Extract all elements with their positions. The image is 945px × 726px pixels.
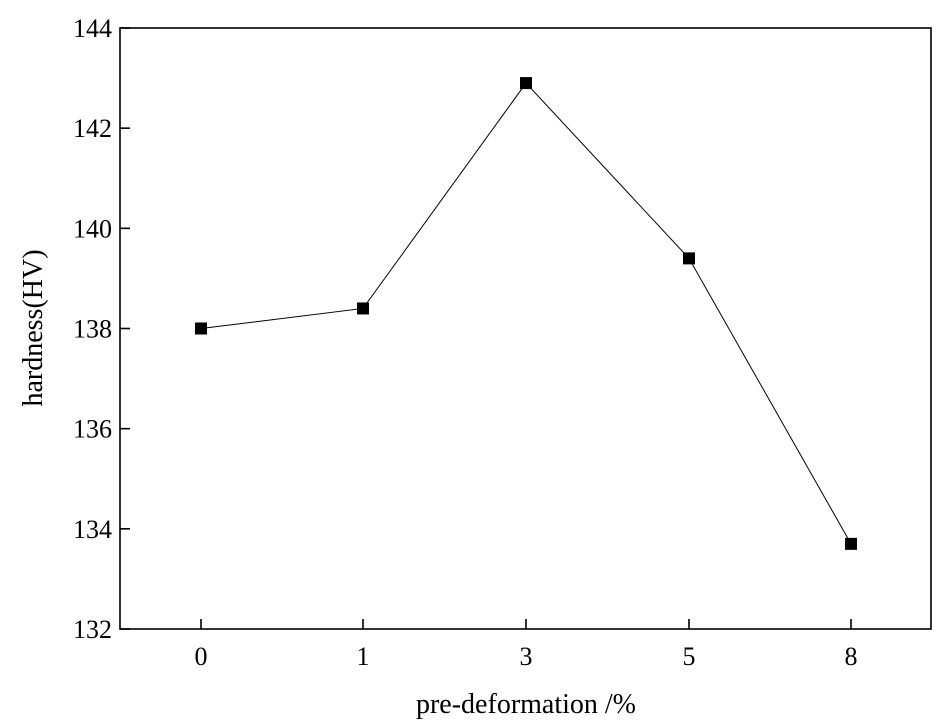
x-axis-label: pre-deformation /% — [416, 689, 636, 720]
data-point-0 — [195, 322, 207, 335]
data-point-5 — [683, 252, 695, 265]
y-axis: 132 134 136 138 140 142 144 — [73, 14, 130, 644]
y-tick-label: 136 — [73, 415, 112, 444]
x-tick-label: 5 — [683, 642, 696, 671]
y-tick-label: 140 — [73, 214, 112, 243]
x-tick-label: 0 — [195, 642, 208, 671]
y-tick-label: 132 — [73, 615, 112, 644]
plot-frame — [119, 27, 932, 630]
x-tick-label: 3 — [520, 642, 533, 671]
data-point-1 — [357, 302, 369, 315]
y-tick-label: 134 — [73, 515, 112, 544]
x-tick-label: 1 — [357, 642, 370, 671]
x-tick-label: 8 — [845, 642, 858, 671]
series-group — [195, 77, 857, 550]
y-tick-label: 142 — [73, 114, 112, 143]
y-axis-label: hardness(HV) — [18, 249, 49, 406]
series-line — [200, 82, 852, 545]
data-point-3 — [520, 77, 532, 90]
x-axis: 0 1 3 5 8 — [195, 619, 858, 671]
y-tick-label: 144 — [73, 14, 112, 43]
y-tick-label: 138 — [73, 315, 112, 344]
data-point-8 — [845, 537, 857, 550]
